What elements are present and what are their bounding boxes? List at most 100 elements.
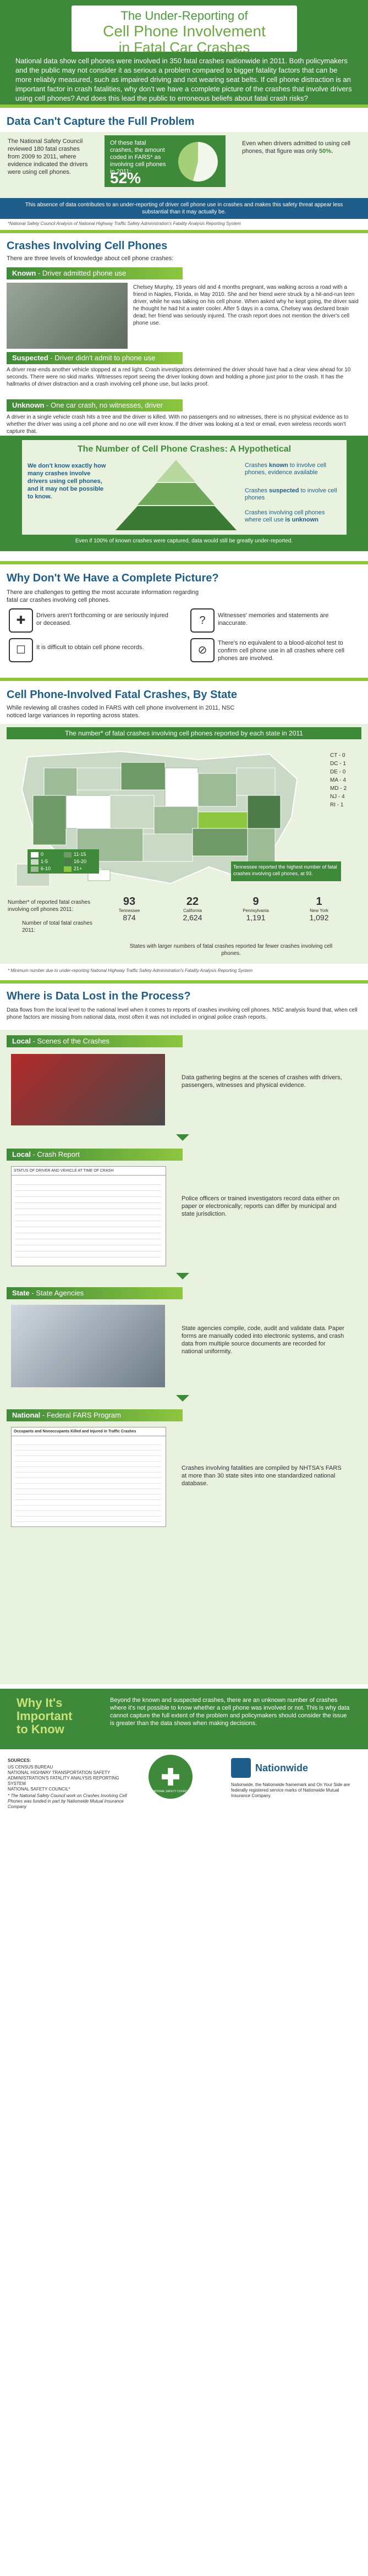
states-note: States with larger numbers of fatal cras… <box>129 943 333 957</box>
breathalyzer-icon: ⊘ <box>190 638 215 662</box>
graduation-photo <box>7 283 128 349</box>
federal-text: Crashes involving fatalities are compile… <box>182 1465 342 1487</box>
why-heading-2: Important <box>17 1709 73 1723</box>
state-cell-count: 93 <box>123 896 136 908</box>
pyramid-known-label-c: to involve cell phones, evidence availab… <box>245 462 326 476</box>
state-cell-count: 22 <box>186 896 199 908</box>
pyramid-graphic <box>116 460 237 530</box>
state-tennessee: 93 Tennessee 874 <box>102 896 157 922</box>
fars-text: Of these fatal crashes, the amount coded… <box>110 140 166 175</box>
state-cell-count: 1 <box>316 896 322 908</box>
question-bubble-icon: ? <box>190 608 215 633</box>
divider <box>0 561 368 564</box>
flow-arrow-icon <box>176 1395 189 1402</box>
admitted-text: Even when drivers admitted to using cell… <box>242 140 358 155</box>
why-text: Beyond the known and suspected crashes, … <box>110 1697 350 1727</box>
pyramid-panel: The Number of Cell Phone Crashes: A Hypo… <box>0 436 368 551</box>
percent-pie-slice <box>193 142 218 182</box>
challenge-2: Witnesses' memories and statements are i… <box>218 612 329 627</box>
legend-item: 21+ <box>64 866 82 872</box>
nsc-logo: NATIONAL SAFETY COUNCIL <box>149 1755 193 1799</box>
fars-table-title: Occupants and Nonoccupants Killed and In… <box>12 1427 166 1436</box>
nationwide-note: Nationwide, the Nationwide framemark and… <box>231 1782 350 1798</box>
unknown-story: A driver in a single vehicle crash hits … <box>7 414 349 435</box>
known-label-a: Known <box>12 269 36 277</box>
small-state: CT - 0 <box>330 753 345 759</box>
challenge-4: There's no equivalent to a blood-alcohol… <box>218 640 344 662</box>
map-title: The number* of fatal crashes involving c… <box>7 727 361 739</box>
section4-footnote: * Minimum number due to under-reporting … <box>8 968 253 973</box>
legend-item: 6-10 <box>31 866 51 872</box>
divider <box>0 105 368 108</box>
nationwide-logo: Nationwide <box>255 1762 309 1773</box>
title-line-1: The Under-Reporting of <box>120 9 248 23</box>
state-tag-b: - State Agencies <box>29 1289 84 1297</box>
pyramid-known-label: Crashes known to involve cell phones, ev… <box>245 462 338 476</box>
divider <box>0 230 368 233</box>
section1-banner: This absence of data contributes to an u… <box>0 198 368 219</box>
section3-title: Why Don't We Have a Complete Picture? <box>7 572 219 584</box>
small-state: MD - 2 <box>330 786 347 792</box>
federal-tag: National - Federal FARS Program <box>7 1409 183 1421</box>
section1-title: Data Can't Capture the Full Problem <box>7 116 195 128</box>
pyramid-suspected-label-a: Crashes <box>245 487 270 494</box>
legend-item: 0 <box>31 852 43 858</box>
section4-subtitle: While reviewing all crashes coded in FAR… <box>7 705 235 719</box>
divider <box>0 678 368 681</box>
small-states-list: CT - 0 DC - 1 DE - 0 MA - 4 MD - 2 NJ - … <box>330 751 347 809</box>
state-total: 1,092 <box>309 913 329 922</box>
crash-report-text: Police officers or trained investigators… <box>182 1195 340 1217</box>
scenes-tag-b: - Scenes of the Crashes <box>30 1037 110 1045</box>
percent-pie <box>178 142 218 182</box>
state-california: 22 California 2,624 <box>165 896 220 922</box>
suspected-tag: Suspected - Driver didn't admit to phone… <box>7 352 183 364</box>
state-total: 2,624 <box>183 913 202 922</box>
pyramid-known-label-a: Crashes <box>245 462 270 469</box>
pyramid-inner: The Number of Cell Phone Crashes: A Hypo… <box>22 440 347 535</box>
legend-label: 1-5 <box>41 859 48 864</box>
nsc-review-text: The National Safety Council reviewed 180… <box>8 138 88 175</box>
process-panel: Local - Scenes of the Crashes Data gathe… <box>0 1030 368 1684</box>
pyramid-known-label-b: known <box>269 462 288 469</box>
phone-records-icon: ☐ <box>9 638 33 662</box>
map-panel: The number* of fatal crashes involving c… <box>0 724 368 964</box>
cross-icon <box>162 1768 179 1786</box>
legend-item: 11-15 <box>64 852 86 858</box>
state-total: 1,191 <box>246 913 266 922</box>
crash-report-tag-a: Local <box>12 1150 31 1158</box>
challenge-3: It is difficult to obtain cell phone rec… <box>36 644 144 651</box>
title-line-3: in Fatal Car Crashes <box>118 39 250 56</box>
crash-report-tag: Local - Crash Report <box>7 1149 183 1161</box>
known-tag: Known - Driver admitted phone use <box>7 267 183 279</box>
pyramid-suspected-label-b: suspected <box>269 487 299 494</box>
nationwide-eagle-icon <box>231 1758 251 1778</box>
known-story: Chelsey Murphy, 19 years old and 4 month… <box>133 284 359 326</box>
fars-percent: 52% <box>110 169 141 186</box>
injured-driver-icon: ✚ <box>9 608 33 633</box>
row2-label: Number of total fatal crashes 2011: <box>22 920 92 933</box>
small-state: MA - 4 <box>330 777 346 783</box>
legend-swatch-5 <box>64 866 72 872</box>
scenes-tag-a: Local <box>12 1037 31 1045</box>
state-text: State agencies compile, code, audit and … <box>182 1325 344 1355</box>
unknown-tag: Unknown - One car crash, no witnesses, d… <box>7 399 183 421</box>
state-agency-photo <box>11 1305 165 1387</box>
pyramid-left-text: We don't know exactly how many crashes i… <box>28 463 106 500</box>
title-line-2: Cell Phone Involvement <box>103 23 266 40</box>
crash-report-tag-b: - Crash Report <box>30 1150 80 1158</box>
pyramid-unknown <box>116 506 237 530</box>
crash-report-form: STATUS OF DRIVER AND VEHICLE AT TIME OF … <box>11 1166 166 1266</box>
state-name: California <box>183 908 202 913</box>
divider <box>0 980 368 984</box>
header-panel: The Under-Reporting of Cell Phone Involv… <box>0 0 368 105</box>
scenes-tag: Local - Scenes of the Crashes <box>7 1035 183 1047</box>
pyramid-footer: Even if 100% of known crashes were captu… <box>75 538 293 544</box>
state-new-york: 1 New York 1,092 <box>292 896 347 922</box>
title-box: The Under-Reporting of Cell Phone Involv… <box>72 6 297 56</box>
small-state: DE - 0 <box>330 769 346 775</box>
legend-label: 0 <box>41 852 44 857</box>
federal-tag-a: National <box>12 1411 41 1419</box>
section2-subtitle: There are three levels of knowledge abou… <box>7 255 174 262</box>
form-lines <box>15 1179 161 1261</box>
pyramid-unknown-label-a: Crashes involving cell phones where cell… <box>245 509 325 523</box>
